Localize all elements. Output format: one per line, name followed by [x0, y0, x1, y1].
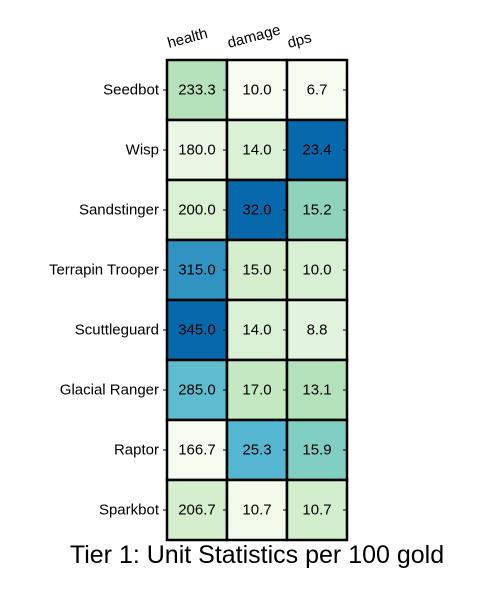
cell-value-sandstinger-dps: 15.2 — [302, 202, 331, 219]
cell-value-sandstinger-health: 200.0 — [178, 202, 216, 219]
cell-value-scuttleguard-dps: 8.8 — [307, 322, 328, 339]
cell-value-raptor-health: 166.7 — [178, 442, 216, 459]
cell-value-sparkbot-health: 206.7 — [178, 502, 216, 519]
row-label-terrapin-trooper: Terrapin Trooper — [49, 262, 159, 279]
row-label-sandstinger: Sandstinger — [79, 202, 159, 219]
cell-value-sparkbot-dps: 10.7 — [302, 502, 331, 519]
cell-value-scuttleguard-damage: 14.0 — [242, 322, 271, 339]
cell-raptor-damage — [225, 418, 289, 482]
column-labels: health damage dps — [166, 21, 314, 51]
cell-value-seedbot-dps: 6.7 — [307, 82, 328, 99]
chart-title: Tier 1: Unit Statistics per 100 gold — [70, 541, 444, 569]
cell-terrapin-trooper-dps — [285, 238, 349, 302]
cell-sparkbot-damage — [225, 478, 289, 542]
cell-value-wisp-dps: 23.4 — [302, 142, 331, 159]
row-label-scuttleguard: Scuttleguard — [75, 322, 159, 339]
row-label-seedbot: Seedbot — [103, 82, 160, 99]
heatmap-cells — [165, 58, 349, 542]
column-label-dps: dps — [286, 29, 314, 52]
cell-value-raptor-dps: 15.9 — [302, 442, 331, 459]
row-labels: Seedbot Wisp Sandstinger Terrapin Trooper Sc… — [49, 82, 160, 519]
cell-sparkbot-health — [165, 478, 229, 542]
cell-value-labels: 233.3 10.0 6.7 180.0 14.0 23.4 200.0 32.0 15.2 31… — [178, 82, 331, 519]
cell-value-wisp-health: 180.0 — [178, 142, 216, 159]
cell-value-seedbot-damage: 10.0 — [242, 82, 271, 99]
cell-scuttleguard-damage — [225, 298, 289, 362]
cell-value-terrapin-trooper-health: 315.0 — [178, 262, 216, 279]
cell-value-terrapin-trooper-damage: 15.0 — [242, 262, 271, 279]
cell-value-sparkbot-damage: 10.7 — [242, 502, 271, 519]
cell-value-scuttleguard-health: 345.0 — [178, 322, 216, 339]
column-label-health: health — [166, 25, 210, 52]
cell-value-sandstinger-damage: 32.0 — [242, 202, 271, 219]
row-label-raptor: Raptor — [114, 442, 159, 459]
cell-value-wisp-damage: 14.0 — [242, 142, 271, 159]
column-label-damage: damage — [226, 21, 283, 51]
row-label-wisp: Wisp — [126, 142, 159, 159]
cell-value-glacial-ranger-health: 285.0 — [178, 382, 216, 399]
row-label-sparkbot: Sparkbot — [99, 502, 160, 519]
axis-ticks — [163, 89, 347, 511]
cell-raptor-health — [165, 418, 229, 482]
cell-value-glacial-ranger-damage: 17.0 — [242, 382, 271, 399]
row-label-glacial-ranger: Glacial Ranger — [60, 382, 159, 399]
cell-value-terrapin-trooper-dps: 10.0 — [302, 262, 331, 279]
cell-value-raptor-damage: 25.3 — [242, 442, 271, 459]
cell-value-glacial-ranger-dps: 13.1 — [302, 382, 331, 399]
cell-value-seedbot-health: 233.3 — [178, 82, 216, 99]
